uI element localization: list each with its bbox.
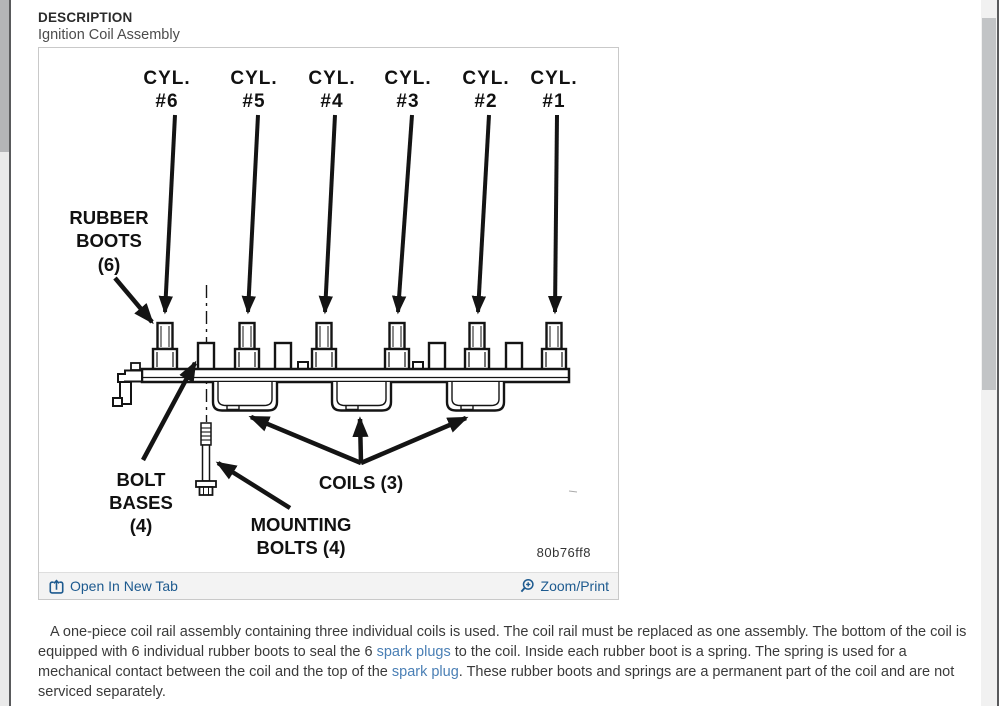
svg-text:#5: #5: [242, 91, 265, 112]
svg-text:(4): (4): [130, 515, 153, 536]
coils-arrows: [248, 414, 469, 466]
ignition-coil-diagram: CYL. #6 CYL. #5 CYL. #4 CYL. #3 CYL. #2 …: [39, 48, 618, 572]
spark-plugs-link[interactable]: spark plugs: [376, 644, 451, 660]
paragraph-text: to the coil. Inside each rubber boot is …: [38, 644, 907, 680]
content-area: DESCRIPTION Ignition Coil Assembly: [11, 0, 979, 706]
svg-text:#1: #1: [542, 91, 565, 112]
rail-end-bracket: [112, 369, 143, 407]
svg-text:BOLT: BOLT: [117, 469, 167, 490]
zoom-magnifier-icon: [520, 578, 534, 592]
spark-plug-link[interactable]: spark plug: [391, 664, 459, 680]
svg-text:#6: #6: [155, 91, 178, 112]
rubber-boots-label: RUBBER BOOTS (6): [69, 207, 148, 275]
svg-text:MOUNTING: MOUNTING: [251, 514, 352, 535]
panel-divider: [9, 0, 11, 706]
description-paragraph: A one-piece coil rail assembly containin…: [38, 622, 970, 702]
mounting-bolt: [195, 422, 217, 496]
page-scrollbar-thumb[interactable]: [982, 18, 996, 390]
figure-panel: CYL. #6 CYL. #5 CYL. #4 CYL. #3 CYL. #2 …: [38, 47, 619, 600]
figure-caption: Ignition Coil Assembly: [38, 27, 180, 43]
svg-text:(6): (6): [98, 254, 121, 275]
section-heading: DESCRIPTION: [38, 10, 133, 25]
zoom-print-link[interactable]: Zoom/Print: [519, 578, 609, 595]
svg-text:#4: #4: [320, 91, 343, 112]
coils: [211, 382, 506, 412]
coils-label: COILS (3): [319, 472, 403, 493]
bolt-bases-arrow: [141, 360, 197, 462]
figure-toolbar: Open In New Tab Zoom/Print: [39, 572, 618, 599]
coil-rail: [130, 362, 571, 384]
page-scrollbar[interactable]: [981, 0, 997, 706]
svg-text:CYL.: CYL.: [530, 68, 577, 89]
window-edge: [997, 0, 999, 706]
cylinder-arrows: [158, 114, 563, 315]
svg-text:BOLTS (4): BOLTS (4): [256, 537, 345, 558]
open-in-new-tab-label: Open In New Tab: [70, 578, 178, 594]
figure-code: 80b76ff8: [537, 545, 591, 560]
svg-text:RUBBER: RUBBER: [69, 207, 148, 228]
left-panel-scrollbar-thumb[interactable]: [0, 0, 9, 152]
mounting-bolts-label: MOUNTING BOLTS (4): [251, 514, 352, 558]
tick-mark: [568, 490, 578, 493]
paragraph-text: . These rubber boots and springs are a p…: [38, 664, 955, 700]
mounting-bolts-arrow: [215, 461, 292, 510]
coil-rail-diagram-svg: CYL. #6 CYL. #5 CYL. #4 CYL. #3 CYL. #2 …: [69, 68, 591, 560]
svg-text:CYL.: CYL.: [230, 68, 277, 89]
open-in-new-tab-link[interactable]: Open In New Tab: [49, 578, 178, 594]
svg-text:CYL.: CYL.: [384, 68, 431, 89]
svg-text:CYL.: CYL.: [143, 68, 190, 89]
svg-text:CYL.: CYL.: [462, 68, 509, 89]
zoom-print-label: Zoom/Print: [540, 578, 609, 594]
open-in-new-tab-icon: [49, 578, 64, 594]
svg-text:BASES: BASES: [109, 492, 173, 513]
bolt-bases-label: BOLT BASES (4): [109, 469, 173, 536]
svg-text:#3: #3: [396, 91, 419, 112]
svg-text:BOOTS: BOOTS: [76, 230, 142, 251]
svg-text:#2: #2: [474, 91, 497, 112]
left-panel-scrollbar[interactable]: [0, 0, 9, 706]
rubber-boots-arrow: [113, 276, 154, 325]
paragraph-text: A one-piece coil rail assembly containin…: [38, 624, 967, 660]
svg-text:CYL.: CYL.: [308, 68, 355, 89]
cylinder-labels: CYL. #6 CYL. #5 CYL. #4 CYL. #3 CYL. #2 …: [143, 68, 577, 112]
